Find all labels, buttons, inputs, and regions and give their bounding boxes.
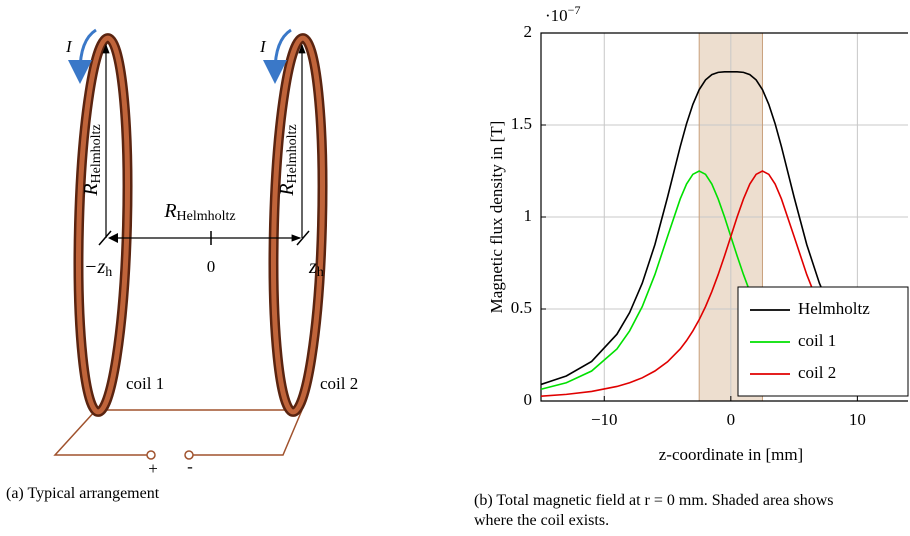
radius-subscript: Helmholtz — [89, 124, 104, 183]
x-tick-label: 0 — [727, 410, 736, 429]
current-label: I — [259, 37, 267, 56]
radius-subscript: Helmholtz — [177, 209, 236, 224]
terminal — [184, 450, 194, 460]
y-tick-label: 0 — [524, 390, 533, 409]
radius-symbol: R — [163, 200, 176, 222]
coil — [73, 33, 133, 417]
coil-inner — [76, 35, 130, 415]
y-tick-label: 2 — [524, 22, 533, 41]
terminal-label: + — [148, 459, 158, 478]
y-tick-label: 1 — [524, 206, 533, 225]
wire — [53, 409, 147, 456]
arrowhead — [108, 233, 118, 243]
coil-label: coil 2 — [320, 374, 358, 393]
caption: (a) Typical arrangement — [6, 485, 160, 502]
axis-frame — [540, 32, 908, 402]
x-tick-label: −10 — [591, 410, 618, 429]
end-tick — [296, 230, 310, 246]
y-axis-label: Magnetic flux density in [T] — [487, 121, 506, 314]
radius-label: RHelmholtz — [276, 124, 301, 196]
radius-symbol: R — [276, 183, 298, 196]
coil — [268, 33, 328, 417]
y-scale-base: ·10 — [545, 6, 568, 25]
position-label: −zh — [84, 256, 112, 281]
radius-label: RHelmholtz — [80, 124, 105, 196]
legend-label: Helmholtz — [798, 299, 870, 318]
position-label: zh — [308, 256, 324, 281]
current-arrow — [68, 28, 97, 84]
coil-inner — [271, 35, 325, 415]
terminal — [146, 450, 156, 460]
radius-symbol: R — [80, 183, 102, 196]
end-tick — [98, 230, 112, 246]
position-symbol: −z — [84, 256, 105, 278]
y-scale-exponent: −7 — [568, 3, 581, 17]
caption: (b) Total magnetic field at r = 0 mm. Sh… — [474, 492, 834, 529]
diagram: I I RHelmholtz RHelmholtz RHelmholtz −zh… — [53, 28, 358, 478]
y-tick-label: 1.5 — [511, 114, 532, 133]
position-label: 0 — [207, 257, 216, 276]
legend-label: coil 2 — [798, 363, 836, 382]
legend-label: coil 1 — [798, 331, 836, 350]
y-tick-label: 0.5 — [511, 298, 532, 317]
y-scale: ·10−7 — [545, 3, 580, 25]
current-arrow — [263, 28, 292, 84]
position-symbol: z — [308, 256, 317, 278]
series-line — [540, 71, 909, 386]
coil-label: coil 1 — [126, 374, 164, 393]
current-label: I — [65, 37, 73, 56]
terminal-label: - — [187, 457, 193, 476]
position-subscript: h — [317, 265, 324, 280]
position-subscript: h — [105, 265, 112, 280]
x-axis-label: z-coordinate in [mm] — [659, 445, 803, 464]
x-tick-label: 10 — [849, 410, 866, 429]
spacing-label: RHelmholtz — [163, 200, 235, 225]
radius-subscript: Helmholtz — [285, 124, 300, 183]
wire — [193, 409, 303, 456]
